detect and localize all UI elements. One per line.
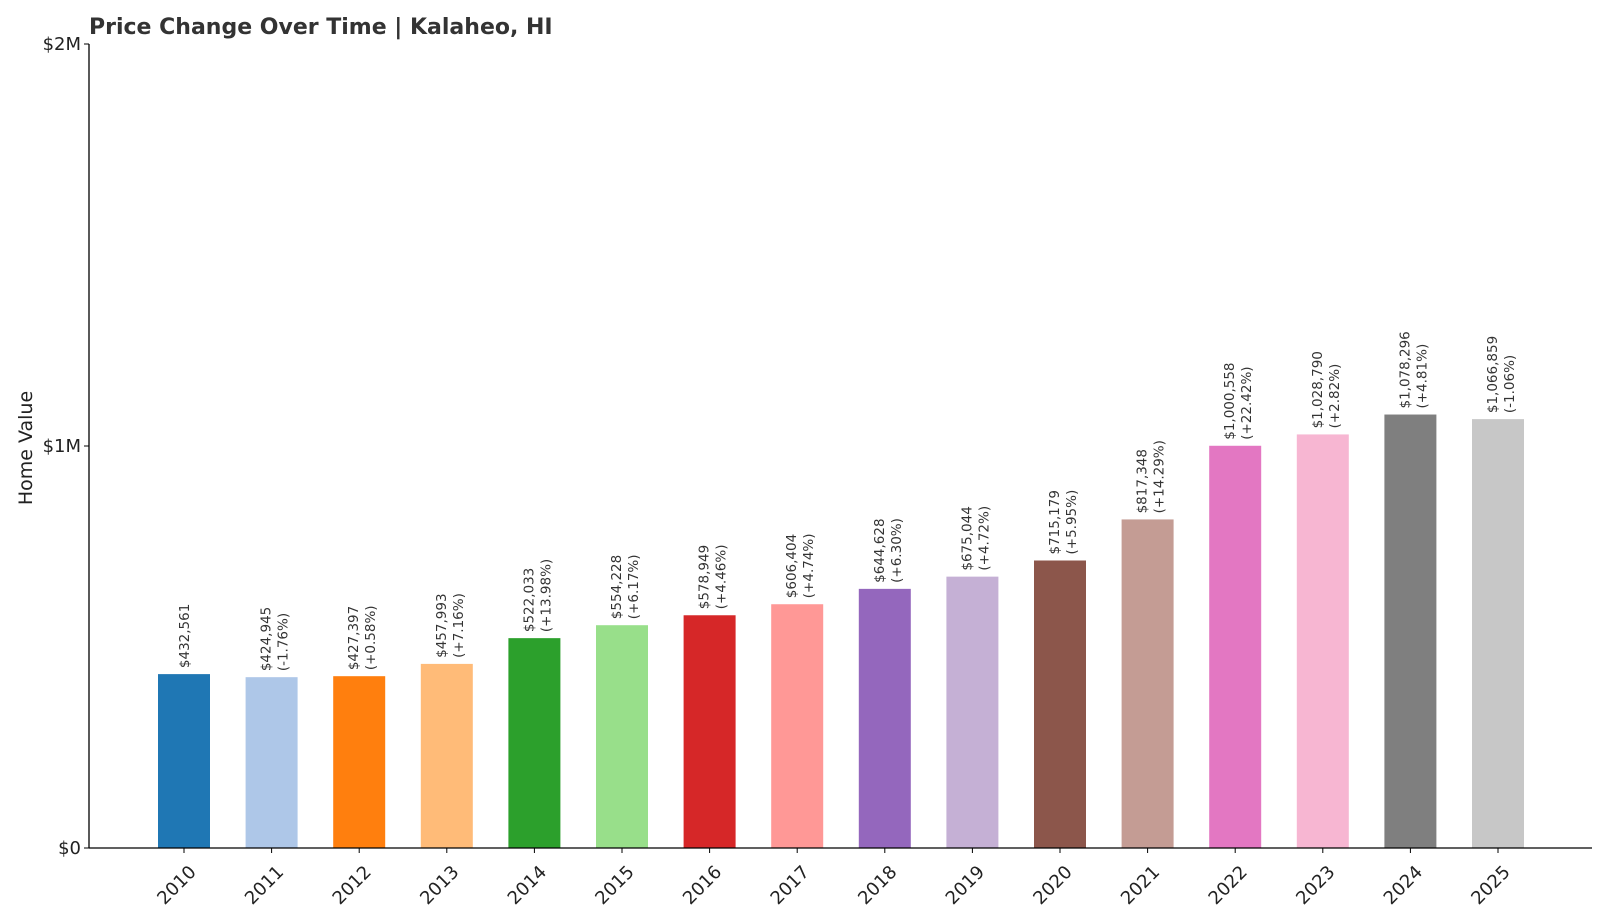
x-tick-label-2020: 2020: [1029, 862, 1076, 909]
bar-value-label-2021: $817,348: [1135, 449, 1151, 513]
x-tick-label-2018: 2018: [854, 862, 901, 909]
bar-change-label-2011: (-1.76%): [276, 613, 292, 671]
x-tick-label-2017: 2017: [767, 862, 814, 909]
bar-2010: [158, 674, 210, 848]
bar-labels-group: $432,561 $424,945 (-1.76%) $427,397 (+0.58%)…: [177, 331, 1518, 671]
bar-value-label-2025: $1,066,859: [1485, 336, 1501, 413]
x-tick-label-2022: 2022: [1205, 862, 1252, 909]
bar-value-label-2018: $644,628: [872, 518, 888, 582]
bar-value-label-2024: $1,078,296: [1397, 331, 1413, 408]
bar-2024: [1384, 414, 1437, 848]
x-tick-label-2025: 2025: [1467, 862, 1514, 909]
bars-group: [158, 414, 1524, 848]
x-tick-label-2013: 2013: [416, 862, 463, 909]
bar-change-label-2018: (+6.30%): [889, 518, 905, 583]
bar-2018: [858, 588, 911, 848]
bar-value-label-2020: $715,179: [1047, 490, 1063, 554]
x-tick-label-2021: 2021: [1117, 862, 1164, 909]
x-tick-label-2016: 2016: [679, 862, 726, 909]
bar-change-label-2024: (+4.81%): [1414, 344, 1430, 409]
x-tick-label-2012: 2012: [329, 862, 376, 909]
x-tick-label-2011: 2011: [241, 862, 288, 909]
bar-2017: [771, 604, 824, 848]
x-axis-ticks: 2010 2011 2012 2013 2014 2015 2016 2017 2018 2019…: [153, 848, 1515, 909]
bar-value-label-2015: $554,228: [609, 555, 625, 619]
x-tick-label-2024: 2024: [1380, 862, 1427, 909]
bar-change-label-2025: (-1.06%): [1502, 355, 1518, 413]
bar-2013: [420, 663, 473, 848]
bar-value-label-2012: $427,397: [346, 606, 362, 670]
bar-value-label-2017: $606,404: [784, 534, 800, 598]
bar-change-label-2014: (+13.98%): [538, 559, 554, 632]
x-tick-label-2023: 2023: [1292, 862, 1339, 909]
y-axis-ticks: $0 $1M $2M: [43, 34, 89, 859]
bar-change-label-2023: (+2.82%): [1327, 364, 1343, 429]
y-tick-label: $2M: [43, 34, 81, 55]
bar-change-label-2021: (+14.29%): [1152, 440, 1168, 513]
bar-change-label-2013: (+7.16%): [451, 593, 467, 658]
bar-change-label-2015: (+6.17%): [626, 554, 642, 619]
x-tick-label-2010: 2010: [153, 862, 200, 909]
bar-value-label-2022: $1,000,558: [1222, 362, 1238, 439]
bar-2019: [946, 576, 999, 848]
y-axis-title: Home Value: [15, 391, 37, 505]
chart-title: Price Change Over Time | Kalaheo, HI: [89, 15, 553, 40]
bar-2021: [1121, 519, 1174, 848]
bar-2011: [245, 677, 298, 848]
bar-2023: [1296, 434, 1349, 848]
x-tick-label-2014: 2014: [504, 862, 551, 909]
bar-change-label-2017: (+4.74%): [801, 533, 817, 598]
bar-change-label-2019: (+4.72%): [976, 506, 992, 571]
bar-value-label-2010: $432,561: [177, 604, 193, 668]
bar-2025: [1472, 419, 1524, 848]
bar-2016: [683, 615, 736, 848]
bar-value-label-2011: $424,945: [259, 607, 275, 671]
bar-2015: [596, 625, 648, 848]
bar-value-label-2016: $578,949: [697, 545, 713, 609]
bar-2014: [508, 638, 561, 848]
bar-value-label-2019: $675,044: [959, 506, 975, 570]
bar-2022: [1209, 445, 1262, 848]
bar-2020: [1034, 560, 1086, 848]
x-tick-label-2015: 2015: [591, 862, 638, 909]
x-tick-label-2019: 2019: [942, 862, 989, 909]
bar-2012: [333, 676, 386, 848]
bar-value-label-2013: $457,993: [434, 593, 450, 657]
bar-change-label-2022: (+22.42%): [1239, 366, 1255, 439]
y-tick-label: $1M: [43, 436, 81, 457]
y-tick-label: $0: [58, 838, 81, 859]
bar-value-label-2023: $1,028,790: [1310, 351, 1326, 428]
bar-change-label-2016: (+4.46%): [714, 545, 730, 610]
bar-change-label-2012: (+0.58%): [363, 605, 379, 670]
bar-change-label-2020: (+5.95%): [1064, 490, 1080, 555]
bar-value-label-2014: $522,033: [521, 568, 537, 632]
